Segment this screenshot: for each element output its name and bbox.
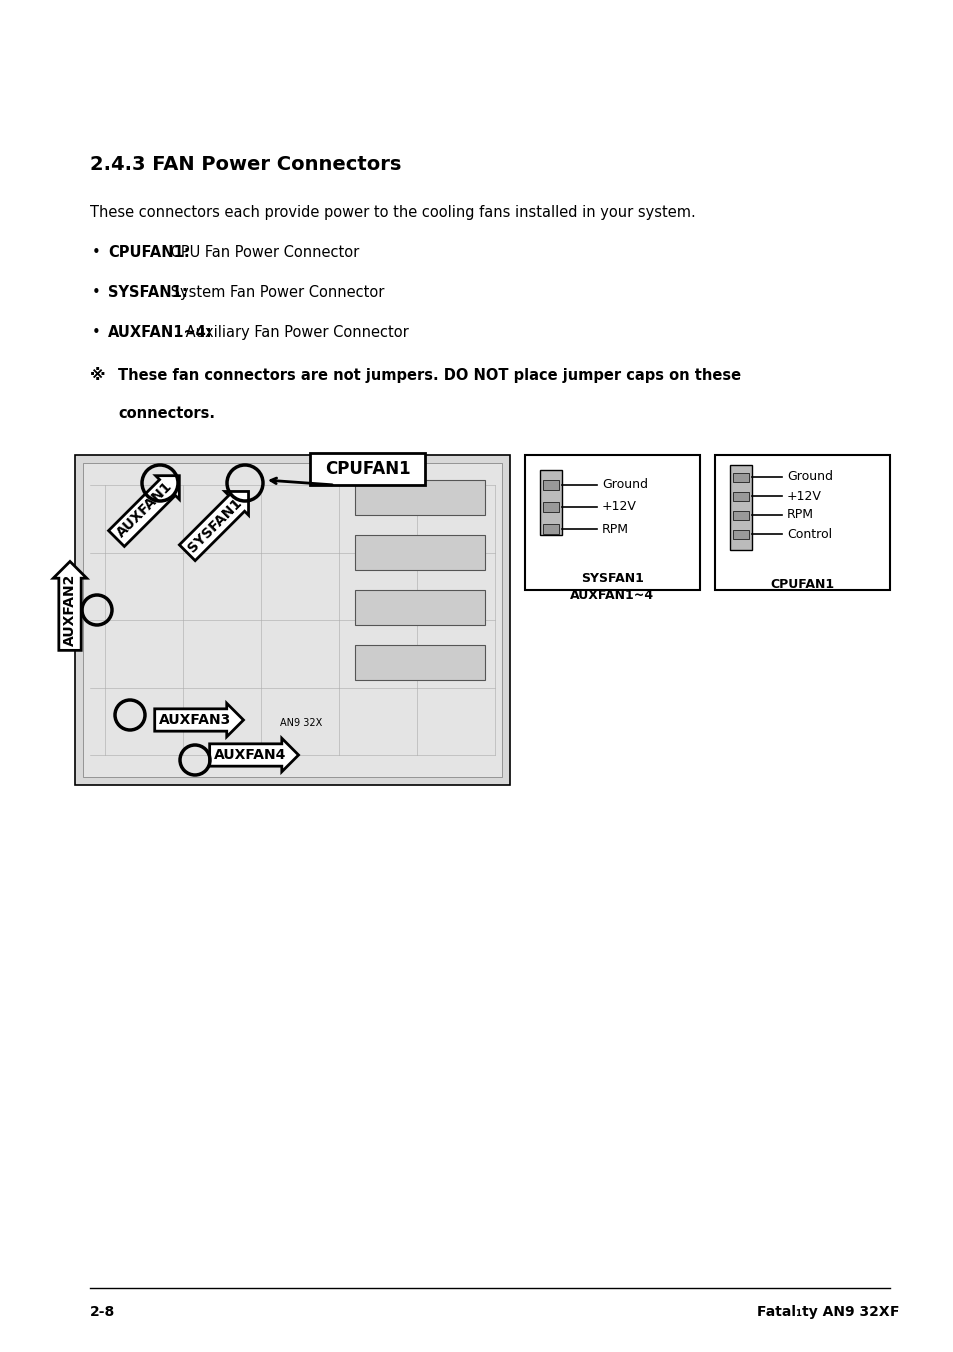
- Text: CPUFAN1:: CPUFAN1:: [108, 245, 190, 260]
- Bar: [83, 462, 501, 777]
- Text: AUXFAN1~4:: AUXFAN1~4:: [108, 324, 213, 339]
- Text: These connectors each provide power to the cooling fans installed in your system: These connectors each provide power to t…: [90, 206, 695, 220]
- Text: Fatal₁ty AN9 32X: Fatal₁ty AN9 32X: [757, 1305, 889, 1320]
- Bar: [732, 473, 748, 483]
- Text: SYSFAN1:: SYSFAN1:: [108, 285, 188, 300]
- Text: AUXFAN4: AUXFAN4: [213, 748, 286, 763]
- Text: AUXFAN1: AUXFAN1: [114, 480, 175, 541]
- Text: +12V: +12V: [601, 500, 637, 514]
- Text: F: F: [889, 1305, 899, 1320]
- Text: RPM: RPM: [601, 522, 628, 535]
- Text: SYSFAN1
AUXFAN1~4: SYSFAN1 AUXFAN1~4: [570, 572, 654, 602]
- Text: These fan connectors are not jumpers. DO NOT place jumper caps on these: These fan connectors are not jumpers. DO…: [118, 368, 740, 383]
- Text: Ground: Ground: [786, 470, 832, 484]
- Text: CPU Fan Power Connector: CPU Fan Power Connector: [166, 245, 359, 260]
- Text: Ground: Ground: [601, 479, 647, 492]
- Text: •: •: [91, 245, 101, 260]
- Bar: [355, 480, 484, 515]
- Text: •: •: [91, 285, 101, 300]
- Bar: [355, 645, 484, 680]
- Text: connectors.: connectors.: [118, 406, 214, 420]
- Text: SYSFAN1: SYSFAN1: [185, 495, 245, 554]
- Text: AUXFAN2: AUXFAN2: [63, 573, 77, 646]
- Text: System Fan Power Connector: System Fan Power Connector: [166, 285, 384, 300]
- Bar: [355, 589, 484, 625]
- Text: Control: Control: [786, 527, 831, 541]
- Bar: [542, 525, 558, 534]
- Bar: [75, 456, 510, 786]
- Text: +12V: +12V: [786, 489, 821, 503]
- Text: Auxiliary Fan Power Connector: Auxiliary Fan Power Connector: [181, 324, 408, 339]
- Bar: [310, 453, 424, 485]
- Text: 2-8: 2-8: [90, 1305, 115, 1320]
- Text: CPUFAN1: CPUFAN1: [770, 579, 834, 591]
- Bar: [524, 456, 700, 589]
- Bar: [714, 456, 889, 589]
- Bar: [355, 535, 484, 571]
- Bar: [542, 502, 558, 512]
- Text: •: •: [91, 324, 101, 339]
- Text: AN9 32X: AN9 32X: [280, 718, 322, 727]
- Text: CPUFAN1: CPUFAN1: [324, 460, 410, 479]
- Text: RPM: RPM: [786, 508, 813, 522]
- Text: AUXFAN3: AUXFAN3: [159, 713, 231, 727]
- Bar: [732, 511, 748, 521]
- Bar: [732, 492, 748, 502]
- Bar: [542, 480, 558, 489]
- Text: 2.4.3 FAN Power Connectors: 2.4.3 FAN Power Connectors: [90, 155, 401, 174]
- Bar: [539, 470, 561, 535]
- Bar: [732, 530, 748, 539]
- Bar: [729, 465, 751, 550]
- Text: ※: ※: [90, 368, 106, 383]
